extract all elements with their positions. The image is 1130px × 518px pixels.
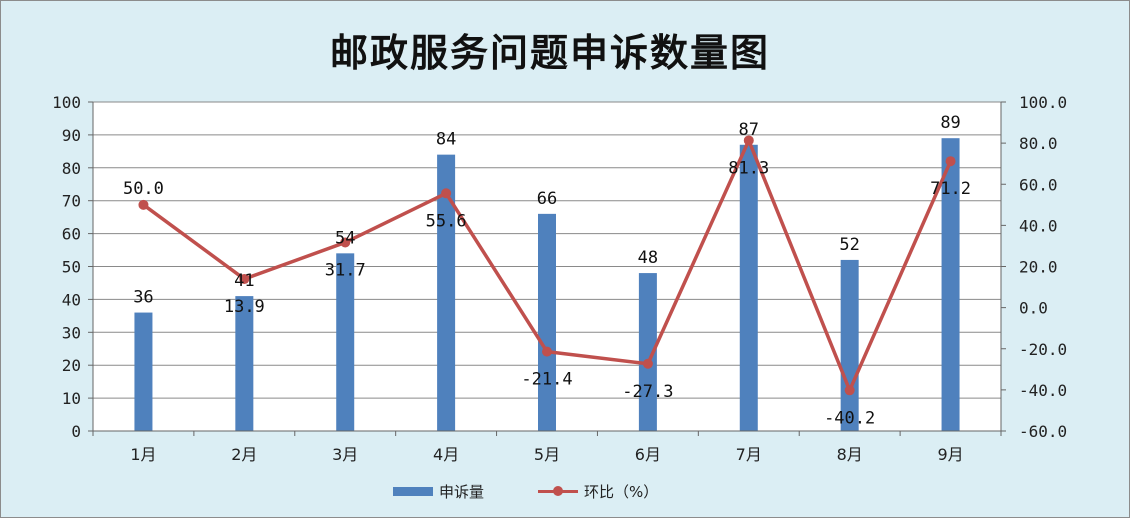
line-data-label: 55.6 [426,211,467,231]
line-data-label: 13.9 [224,297,265,317]
tick-label-left: 30 [62,323,81,342]
tick-label-left: 50 [62,258,81,277]
data-labels: 36 41 54 84 66 48 87 52 89 50.0 13.9 31.7 55.6 -21.4 -… [123,113,971,428]
tick-label-left: 90 [62,126,81,145]
bar-series [134,138,960,431]
tick-label-x: 8月 [837,445,863,464]
bar [739,144,758,431]
tick-label-x: 4月 [433,445,459,464]
bar [638,273,657,431]
tick-label-left: 10 [62,389,81,408]
line-point [945,156,956,167]
line-data-label: 71.2 [930,179,971,199]
tick-label-x: 2月 [231,445,257,464]
legend-line-swatch [538,485,579,497]
bar-data-label: 54 [335,228,355,248]
line-point [844,385,855,396]
bar [336,253,355,431]
tick-label-x: 6月 [635,445,661,464]
line-data-label: 31.7 [325,260,366,280]
bar [235,296,254,431]
tick-label-left: 0 [71,422,81,441]
tick-label-left: 100 [52,93,81,112]
bar [538,213,556,431]
line-point [239,274,250,285]
legend-line-label: 环比（%） [584,482,659,501]
tick-label-x: 7月 [736,445,762,464]
tick-label-x: 3月 [332,445,358,464]
line-point [138,199,149,210]
bar-data-label: 84 [436,130,456,150]
bar-data-label: 89 [940,113,960,133]
line-point [743,135,754,146]
tick-label-left: 80 [62,159,81,178]
bar [134,312,153,431]
tick-label-right: 20.0 [1019,258,1058,277]
bar [437,154,456,431]
line-data-label: 81.3 [728,158,769,178]
bar-data-label: 87 [739,120,759,140]
tick-label-x: 5月 [534,445,560,464]
legend-item-line: 环比（%） [538,481,658,502]
bar-data-label: 66 [537,189,557,209]
line-data-label: -21.4 [521,370,572,390]
tick-label-right: 0.0 [1019,299,1048,318]
line-point [642,358,653,369]
tick-label-right: -40.0 [1019,381,1067,400]
bar-data-label: 36 [133,288,153,308]
bar [941,138,960,431]
line-data-label: -27.3 [622,382,673,402]
tick-label-right: 80.0 [1019,134,1058,153]
line-point [340,237,351,248]
tick-label-right: -60.0 [1019,422,1067,441]
chart-title: 邮政服务问题申诉数量图 [329,30,770,75]
legend-bar-swatch [393,486,433,496]
tick-label-x: 1月 [130,445,156,464]
tick-label-left: 40 [62,290,81,309]
legend-bar-label: 申诉量 [439,482,485,501]
bar-data-label: 48 [638,248,658,268]
tick-label-right: 100.0 [1019,93,1067,112]
line-point [441,188,452,199]
tick-label-left: 70 [62,192,81,211]
axes: 0 10 20 30 40 50 60 70 80 90 100 -60.0 -40.0 -20.0 0.0… [52,93,1067,464]
tick-label-x: 9月 [937,445,963,464]
bar-data-label: 41 [234,271,254,291]
line-data-label: -40.2 [824,408,875,428]
legend: 申诉量 环比（%） [393,480,658,502]
bar-data-label: 52 [839,235,859,255]
tick-label-right: 60.0 [1019,175,1058,194]
line-series [138,135,956,396]
tick-label-right: 40.0 [1019,216,1058,235]
tick-label-left: 60 [62,225,81,244]
tick-label-left: 20 [62,356,81,375]
legend-item-bar: 申诉量 [393,481,484,502]
bar [840,259,859,431]
line-point [542,346,552,357]
tick-label-right: -20.0 [1019,340,1067,359]
line-data-label: 50.0 [123,179,164,199]
